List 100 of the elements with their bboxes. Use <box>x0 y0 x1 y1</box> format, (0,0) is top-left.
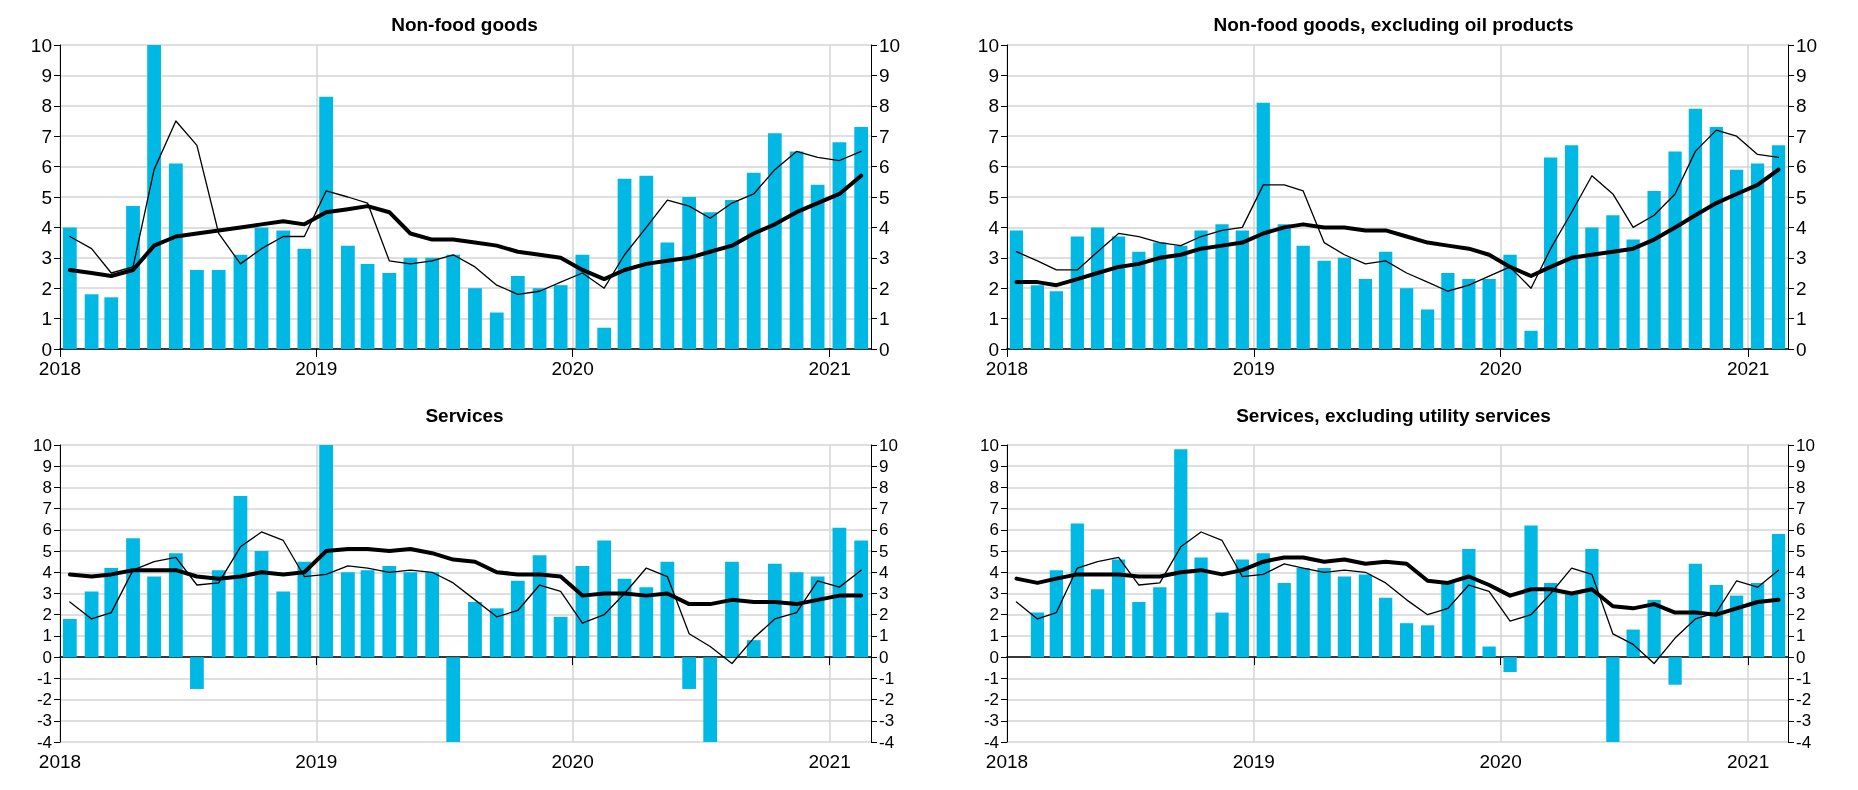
line-series <box>1015 129 1780 292</box>
bar <box>468 288 482 349</box>
y-tick-label: 2 <box>989 605 999 625</box>
bar <box>341 572 355 658</box>
x-tick-label: 2021 <box>1726 751 1770 772</box>
bar <box>639 175 654 349</box>
y2-tick-label: 2 <box>1796 277 1807 299</box>
bar <box>468 601 482 658</box>
bar <box>1379 251 1393 349</box>
bar <box>1111 236 1126 349</box>
bar <box>1358 574 1373 658</box>
y2-tick-label: 9 <box>1796 456 1806 476</box>
y2-tick-label: 3 <box>1796 247 1807 269</box>
y-tick-label: -1 <box>983 668 999 688</box>
y2-tick-label: 10 <box>879 34 901 56</box>
y2-tick-label: 5 <box>1796 541 1806 561</box>
y-tick-label: -2 <box>36 690 52 710</box>
bar <box>1400 288 1414 349</box>
bar <box>1070 523 1084 658</box>
y-tick-label: 0 <box>988 338 999 360</box>
bar <box>810 576 825 658</box>
bar <box>1194 230 1208 349</box>
bar <box>1729 595 1744 658</box>
bar <box>1626 629 1640 658</box>
bar <box>1317 260 1331 349</box>
bar <box>1544 582 1558 658</box>
y-tick-label: 4 <box>41 216 53 238</box>
y-tick-label: 1 <box>42 626 52 646</box>
bar <box>1256 102 1270 349</box>
bar <box>1709 585 1723 658</box>
bar <box>1462 548 1476 658</box>
bar <box>1090 227 1105 349</box>
x-tick-label: 2018 <box>985 751 1029 772</box>
bar <box>425 257 440 349</box>
y2-tick-label: 6 <box>879 520 889 540</box>
bar <box>254 551 269 658</box>
x-tick-label: 2020 <box>1479 358 1522 379</box>
chart-title: Non-food goods <box>391 14 538 35</box>
y2-tick-label: 5 <box>879 186 890 208</box>
bar <box>597 540 612 658</box>
bar <box>126 206 140 349</box>
bar <box>1337 576 1352 658</box>
bar <box>1277 582 1291 658</box>
y2-tick-label: 9 <box>879 64 890 86</box>
bar <box>1420 309 1435 349</box>
y-tick-label: 3 <box>41 247 52 269</box>
bar <box>1070 236 1084 349</box>
y2-tick-label: 7 <box>879 499 889 519</box>
y2-tick-label: 1 <box>879 308 890 330</box>
bar <box>510 580 525 658</box>
y-tick-label: 4 <box>988 216 1000 238</box>
bar <box>1337 257 1352 349</box>
y-tick-label: 2 <box>988 277 999 299</box>
bar <box>1544 157 1558 349</box>
y-tick-label: 10 <box>977 34 999 56</box>
bar <box>1049 291 1063 349</box>
bar <box>1400 623 1414 658</box>
y-tick-label: 9 <box>989 456 999 476</box>
bar <box>660 242 675 349</box>
y-tick-label: 0 <box>42 647 52 667</box>
chart-title: Non-food goods, excluding oil products <box>1213 14 1574 35</box>
y-tick-label: -2 <box>983 690 999 710</box>
bar <box>1111 559 1126 658</box>
x-tick-label: 2020 <box>551 751 594 772</box>
bar <box>1585 548 1599 658</box>
y-tick-label: -3 <box>983 711 999 731</box>
y-tick-label: 5 <box>41 186 52 208</box>
bar <box>254 227 269 349</box>
y-tick-label: 7 <box>41 125 52 147</box>
bar <box>211 570 226 658</box>
bar <box>147 576 161 658</box>
bar <box>1564 145 1579 349</box>
y2-tick-label: 5 <box>879 541 889 561</box>
y2-tick-label: 0 <box>1796 647 1806 667</box>
bar <box>360 263 375 349</box>
x-tick-label: 2020 <box>551 358 594 379</box>
bar <box>1132 601 1146 658</box>
y2-tick-label: 4 <box>879 216 890 238</box>
y2-tick-label: 2 <box>1796 605 1806 625</box>
bar <box>1235 559 1249 658</box>
x-tick-label: 2018 <box>985 358 1029 379</box>
bar <box>1174 449 1188 658</box>
y-tick-label: 5 <box>989 541 999 561</box>
bar <box>319 445 333 658</box>
bar <box>1647 190 1661 349</box>
y-tick-label: 7 <box>989 499 999 519</box>
bar <box>84 294 99 349</box>
y2-tick-label: -1 <box>1796 668 1812 688</box>
bar <box>1524 525 1538 658</box>
y2-tick-label: 8 <box>1796 95 1807 117</box>
y2-tick-label: 8 <box>879 95 890 117</box>
bar <box>854 127 869 349</box>
y-tick-label: 6 <box>41 156 52 178</box>
y-tick-label: 3 <box>989 584 999 603</box>
bar <box>126 538 140 658</box>
bar <box>532 288 547 349</box>
y-tick-label: 0 <box>41 338 52 360</box>
bar <box>553 285 568 349</box>
bar <box>1030 285 1045 349</box>
bar <box>1482 279 1496 349</box>
